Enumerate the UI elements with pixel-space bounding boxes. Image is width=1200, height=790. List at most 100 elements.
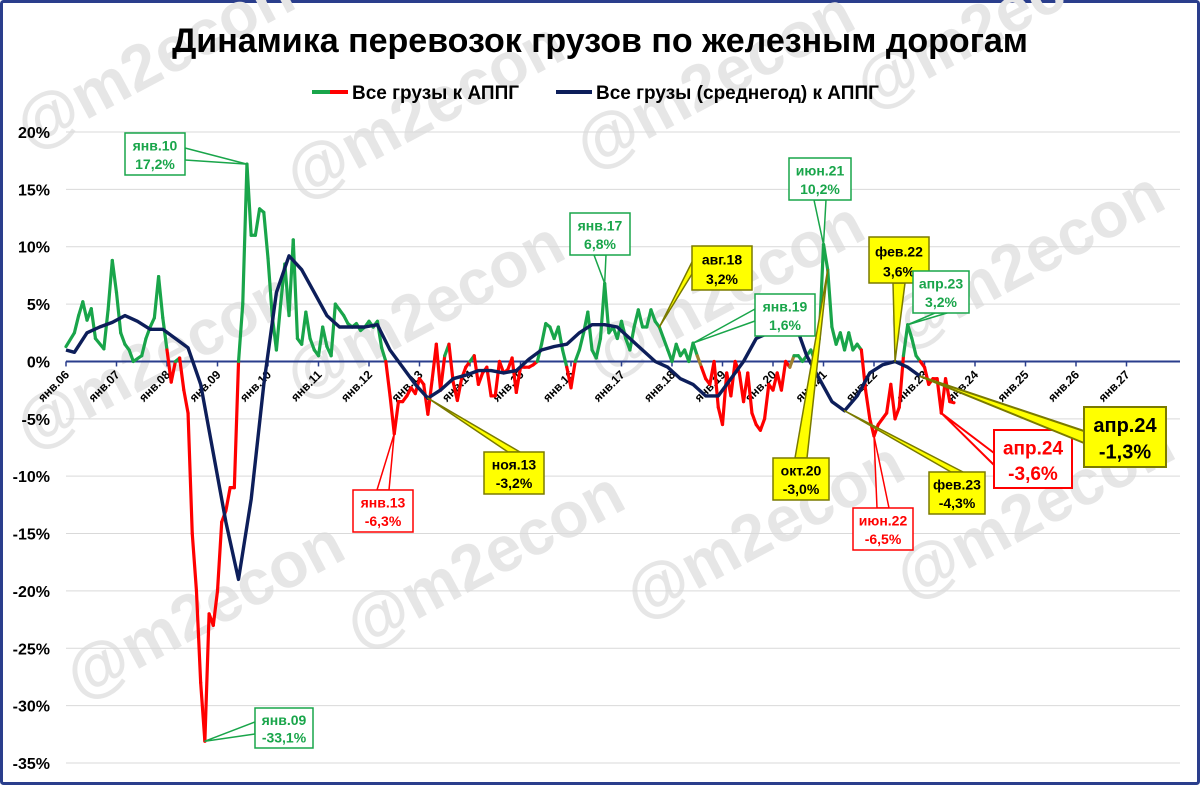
series-monthly-segment — [308, 336, 316, 352]
annotation-value: -33,1% — [262, 729, 307, 745]
series-monthly-segment — [232, 359, 241, 490]
series-monthly-segment — [746, 371, 754, 415]
series-monthly-segment — [211, 589, 220, 627]
series-monthly-segment — [872, 422, 880, 438]
series-monthly-segment — [165, 348, 173, 384]
annotation-value: 17,2% — [135, 156, 175, 172]
series-monthly-segment — [266, 256, 274, 318]
series-monthly-segment — [577, 331, 586, 352]
series-monthly-segment — [236, 302, 245, 364]
series-monthly-segment — [657, 325, 666, 341]
series-monthly-segment — [695, 354, 704, 369]
annotation-value: -3,0% — [783, 481, 820, 497]
series-monthly-segment — [329, 302, 337, 358]
series-monthly-segment — [455, 377, 464, 403]
series-monthly-segment — [119, 331, 127, 346]
y-tick-label: 20% — [18, 125, 50, 142]
series-monthly-segment — [253, 207, 262, 237]
series-monthly-segment — [81, 300, 89, 322]
series-monthly-segment — [316, 325, 325, 358]
annotation-label: апр.24 — [1003, 438, 1063, 459]
y-tick-label: 15% — [18, 182, 50, 199]
series-monthly-segment — [194, 589, 203, 685]
annotation-label: июн.22 — [859, 513, 908, 529]
series-monthly-segment — [821, 242, 830, 272]
annotation-value: -6,5% — [865, 531, 902, 547]
series-monthly-segment — [889, 382, 897, 421]
annotation-box — [993, 429, 1073, 489]
annotation-label: авг.18 — [702, 251, 742, 267]
y-tick-label: -25% — [13, 641, 50, 658]
legend-label-average: Все грузы (среднегод) к АППГ — [596, 83, 879, 104]
annotation-value: -3,6% — [1008, 464, 1058, 485]
series-monthly-segment — [922, 365, 931, 386]
annotation-box — [483, 451, 545, 495]
series-monthly-segment — [114, 291, 123, 335]
series-monthly-segment — [245, 162, 253, 237]
annotation-box — [352, 489, 414, 533]
chart-title: Динамика перевозок грузов по железным до… — [172, 22, 1028, 60]
annotation-value: 3,2% — [706, 271, 738, 287]
annotation-box — [1083, 406, 1167, 468]
annotation-label: июн.21 — [796, 163, 845, 179]
y-tick-label: -35% — [13, 756, 50, 773]
annotation-box — [754, 293, 816, 337]
annotation-box — [928, 471, 986, 515]
y-tick-label: 0% — [27, 354, 50, 371]
annotation-value: 6,8% — [584, 236, 616, 252]
series-monthly-segment — [106, 258, 114, 312]
series-monthly-segment — [476, 371, 485, 386]
series-monthly-segment — [762, 382, 771, 421]
series-monthly-segment — [64, 331, 77, 349]
series-monthly-segment — [89, 307, 98, 341]
annotation-label: янв.17 — [578, 218, 623, 234]
annotation-box — [912, 270, 970, 314]
series-monthly-segment — [186, 411, 194, 536]
series-monthly-segment — [493, 359, 502, 398]
y-tick-label: -10% — [13, 469, 50, 486]
series-monthly-segment — [110, 258, 119, 295]
series-monthly-segment — [384, 359, 392, 398]
series-monthly-segment — [392, 400, 401, 436]
series-monthly-segment — [161, 316, 169, 352]
annotation-box — [569, 212, 631, 256]
series-monthly-segment — [868, 417, 876, 438]
series-monthly-segment — [758, 417, 767, 432]
annotation-box — [788, 157, 852, 201]
annotation-value: 3,2% — [925, 294, 957, 310]
series-monthly-segment — [649, 308, 657, 323]
series-monthly-segment — [72, 313, 81, 335]
series-monthly-segment — [720, 371, 729, 427]
annotation-value: -4,3% — [939, 495, 976, 511]
annotation-label: янв.13 — [361, 495, 406, 511]
annotation-value: 3,6% — [883, 264, 915, 280]
annotation-label: янв.19 — [763, 299, 808, 315]
series-monthly-segment — [224, 486, 232, 513]
series-monthly-segment — [182, 388, 190, 415]
legend: Все грузы к АППГ Все грузы (среднегод) к… — [312, 83, 879, 104]
y-tick-label: -30% — [13, 699, 50, 716]
series-monthly-segment — [380, 346, 388, 364]
series-monthly-segment — [687, 341, 695, 364]
legend-label-monthly: Все грузы к АППГ — [352, 83, 519, 104]
y-tick-label: 10% — [18, 240, 50, 257]
series-monthly-segment — [169, 359, 178, 384]
series-monthly-segment — [131, 354, 144, 364]
series-monthly-segment — [569, 359, 577, 390]
series-monthly-segment — [826, 268, 834, 329]
series-monthly-segment — [560, 348, 569, 369]
series-monthly-segment — [943, 377, 952, 404]
annotation-layer: янв.09-33,1% янв.10 17,2% янв.13 -6,3% ноя.13… — [124, 132, 1167, 749]
series-monthly-segment — [127, 348, 135, 364]
annotation-label: фев.22 — [875, 243, 923, 259]
y-tick-label: 5% — [27, 297, 50, 314]
series-monthly-segment — [906, 323, 914, 341]
series-monthly-segment — [434, 342, 443, 392]
series-monthly-segment — [215, 520, 224, 593]
annotation-box — [254, 707, 314, 749]
series-monthly-segment — [321, 325, 329, 349]
series-monthly-segment — [674, 342, 683, 358]
annotation-value: -6,3% — [365, 513, 402, 529]
